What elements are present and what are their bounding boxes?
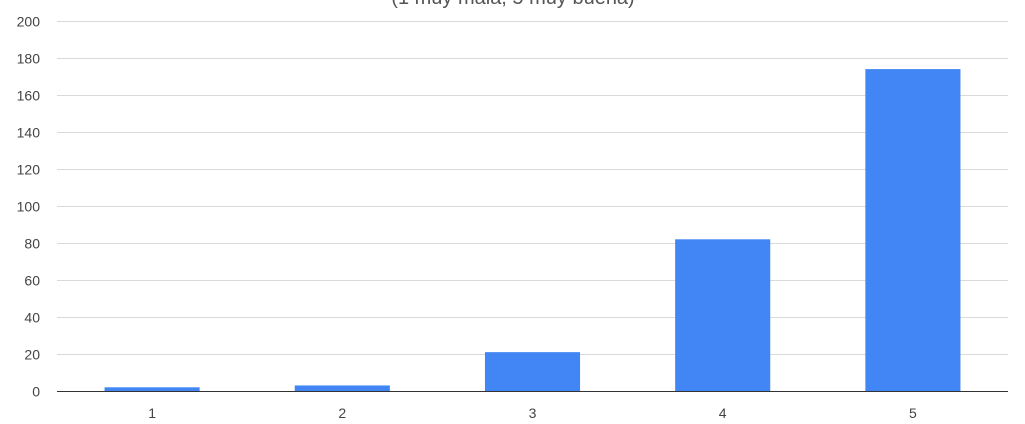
bar-4: [675, 239, 771, 391]
y-tick-label: 140: [17, 125, 41, 141]
y-tick-label: 180: [17, 51, 41, 67]
x-tick-label: 2: [338, 405, 346, 421]
x-tick-label: 1: [148, 405, 156, 421]
y-tick-label: 60: [24, 273, 40, 289]
gridlines: [57, 21, 1008, 392]
y-tick-label: 200: [17, 14, 41, 30]
x-tick-label: 5: [909, 405, 917, 421]
y-tick-label: 100: [17, 199, 41, 215]
bar-5: [865, 69, 961, 391]
y-axis-ticks: 0 20 40 60 80 100 120 140 160 180 200: [17, 14, 41, 400]
y-tick-label: 80: [24, 236, 40, 252]
y-tick-label: 160: [17, 88, 41, 104]
bar-2: [294, 385, 390, 391]
x-tick-label: 3: [529, 405, 537, 421]
bar-3: [484, 352, 581, 391]
y-tick-label: 120: [17, 162, 41, 178]
chart-subtitle: (1 muy mala, 5 muy buena): [391, 0, 634, 9]
x-tick-label: 4: [719, 405, 727, 421]
bar-1: [104, 387, 200, 391]
y-tick-label: 0: [32, 384, 40, 400]
x-axis-ticks: 1 2 3 4 5: [148, 405, 917, 421]
bars: [104, 69, 961, 391]
y-tick-label: 20: [24, 347, 40, 363]
y-tick-label: 40: [24, 310, 40, 326]
